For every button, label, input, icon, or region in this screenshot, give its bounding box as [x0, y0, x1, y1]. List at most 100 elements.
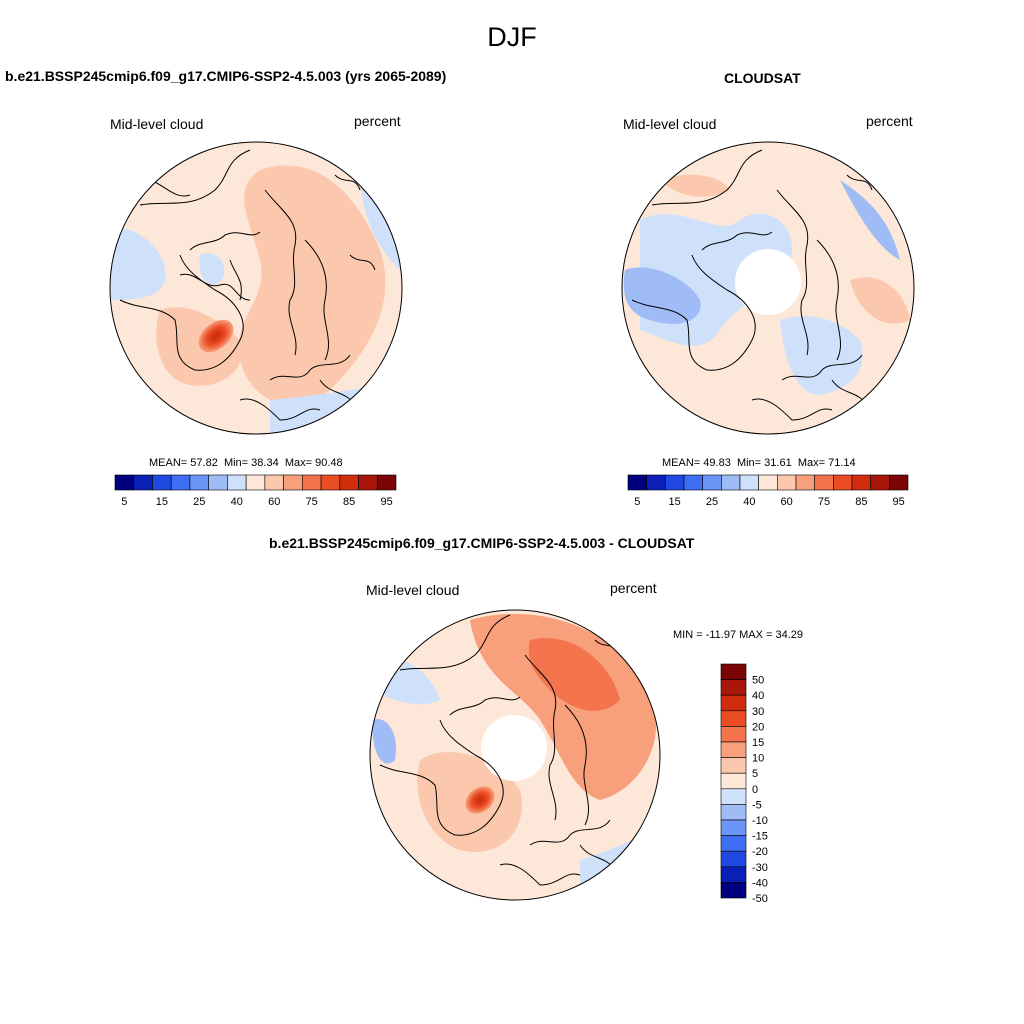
colorbar-3-tick-label: -15 — [752, 831, 768, 843]
panel-2-stats: MEAN= 49.83 Min= 31.61 Max= 71.14 — [662, 457, 856, 469]
colorbar-3-tick-label: 5 — [752, 768, 758, 780]
colorbar-3-tick-label: 50 — [752, 675, 764, 687]
map-2-field-cool-ne — [840, 180, 900, 260]
colorbar-3-tick-label: 20 — [752, 721, 764, 733]
colorbar-1-swatch-6 — [227, 474, 247, 491]
colorbar-1-swatch-10 — [302, 474, 322, 491]
colorbar-3-tick-label: -20 — [752, 846, 768, 858]
colorbar-1: 5 15 25 40 60 75 85 95 — [114, 474, 397, 508]
colorbar-2-tick-label: 5 — [634, 496, 640, 508]
colorbar-3-swatch-12 — [720, 850, 747, 868]
colorbar-2: 5 15 25 40 60 75 85 95 — [627, 474, 909, 508]
colorbar-3-tick-label: -5 — [752, 799, 762, 811]
colorbar-1-swatch-4 — [189, 474, 209, 491]
colorbar-3-swatch-14 — [720, 882, 747, 899]
colorbar-3-swatch-7 — [720, 772, 747, 790]
colorbar-1-swatch-9 — [283, 474, 303, 491]
colorbar-3-tick-label: 40 — [752, 690, 764, 702]
map-3-field-cool-2 — [372, 719, 396, 764]
colorbar-2-swatch-7 — [758, 474, 778, 491]
panel-3-variable: Mid-level cloud — [366, 582, 460, 598]
panel-3-title: b.e21.BSSP245cmip6.f09_g17.CMIP6-SSP2-4.… — [269, 535, 695, 551]
colorbar-3-swatch-3 — [720, 710, 747, 727]
colorbar-1-swatch-5 — [208, 474, 228, 491]
panel-2-max: 71.14 — [828, 457, 856, 469]
colorbar-3-tick-label: 10 — [752, 753, 764, 765]
colorbar-1-tick-label: 25 — [193, 496, 205, 508]
colorbar-3-tick-label: -50 — [752, 893, 768, 905]
map-1-field-warm-1 — [238, 165, 386, 405]
colorbar-2-tick-label: 60 — [781, 496, 793, 508]
colorbar-2-swatch-13 — [870, 474, 890, 491]
map-1-field-cool-west — [110, 228, 166, 300]
panel-3-stats: MIN = -11.97 MAX = 34.29 — [673, 629, 804, 641]
colorbar-2-swatch-0 — [627, 474, 647, 491]
map-1 — [109, 141, 403, 435]
colorbar-1-swatch-12 — [339, 474, 359, 491]
colorbar-1-tick-label: 85 — [343, 496, 355, 508]
panel-1-stats: MEAN= 57.82 Min= 38.34 Max= 90.48 — [149, 457, 343, 469]
map-3-field-max — [465, 786, 495, 814]
colorbar-2-swatch-8 — [777, 474, 797, 491]
colorbar-2-swatch-4 — [702, 474, 722, 491]
colorbar-1-tick-label: 5 — [121, 496, 127, 508]
map-2-field-cool-3 — [780, 316, 863, 395]
colorbar-3-swatch-5 — [720, 741, 747, 758]
colorbar-1-swatch-7 — [245, 474, 266, 491]
colorbar-1-swatch-1 — [133, 474, 153, 491]
colorbar-1-tick-label: 60 — [268, 496, 280, 508]
colorbar-3-swatch-4 — [720, 726, 747, 743]
colorbar-2-swatch-12 — [851, 474, 871, 491]
map-3-field-warm-1 — [470, 613, 657, 800]
colorbar-3-tick-label: 30 — [752, 706, 764, 718]
panel-2-mean-label: MEAN= — [662, 457, 701, 469]
colorbar-2-swatch-1 — [646, 474, 666, 491]
colorbar-3-tick-label: 15 — [752, 737, 764, 749]
panel-1-mean-label: MEAN= — [149, 457, 188, 469]
colorbar-3-swatch-9 — [720, 804, 747, 821]
panel-1-max: 90.48 — [315, 457, 343, 469]
colorbar-2-swatch-9 — [795, 474, 815, 491]
panel-2-variable: Mid-level cloud — [623, 116, 717, 132]
map-3-boundary — [369, 609, 661, 901]
panel-2-units: percent — [866, 113, 913, 129]
colorbar-3-tick-label: 0 — [752, 784, 758, 796]
map-3 — [369, 609, 661, 901]
panel-1-title: b.e21.BSSP245cmip6.f09_g17.CMIP6-SSP2-4.… — [5, 68, 447, 84]
map-1-coastlines — [119, 149, 376, 421]
panel-2-min-label: Min= — [736, 457, 762, 469]
colorbar-3-tick-label: -40 — [752, 877, 768, 889]
panel-1-variable: Mid-level cloud — [110, 116, 204, 132]
colorbar-2-swatch-2 — [665, 474, 685, 491]
map-2-boundary — [621, 141, 915, 435]
figure-title: DJF — [487, 22, 537, 52]
panel-2-min: 31.61 — [764, 457, 792, 469]
colorbar-2-swatch-11 — [833, 474, 853, 491]
colorbar-1-swatch-0 — [114, 474, 135, 491]
colorbar-3-swatch-13 — [720, 866, 747, 883]
colorbar-2-tick-label: 40 — [743, 496, 755, 508]
map-2 — [621, 141, 915, 435]
panel-2-max-label: Max= — [797, 457, 826, 469]
colorbar-2-swatch-3 — [683, 474, 703, 491]
colorbar-3-swatch-6 — [720, 757, 747, 774]
map-1-boundary — [109, 141, 403, 435]
colorbar-3-tick-label: -30 — [752, 862, 768, 874]
colorbar-3-swatch-10 — [720, 819, 747, 836]
map-3-field-warm-2 — [528, 638, 620, 711]
colorbar-2-tick-label: 15 — [669, 496, 681, 508]
colorbar-2-tick-label: 95 — [893, 496, 905, 508]
map-2-field-warm-1 — [660, 174, 730, 197]
colorbar-1-swatch-8 — [264, 474, 284, 491]
map-3-missing-pole — [481, 715, 547, 781]
colorbar-3-swatch-2 — [720, 694, 747, 712]
panel-3-units: percent — [610, 580, 657, 596]
colorbar-2-tick-label: 25 — [706, 496, 718, 508]
colorbar-3-tick-label: -10 — [752, 815, 768, 827]
colorbar-1-tick-label: 15 — [156, 496, 168, 508]
colorbar-2-tick-label: 75 — [818, 496, 830, 508]
panel-1-min: 38.34 — [251, 457, 279, 469]
colorbar-1-swatch-13 — [358, 474, 378, 491]
